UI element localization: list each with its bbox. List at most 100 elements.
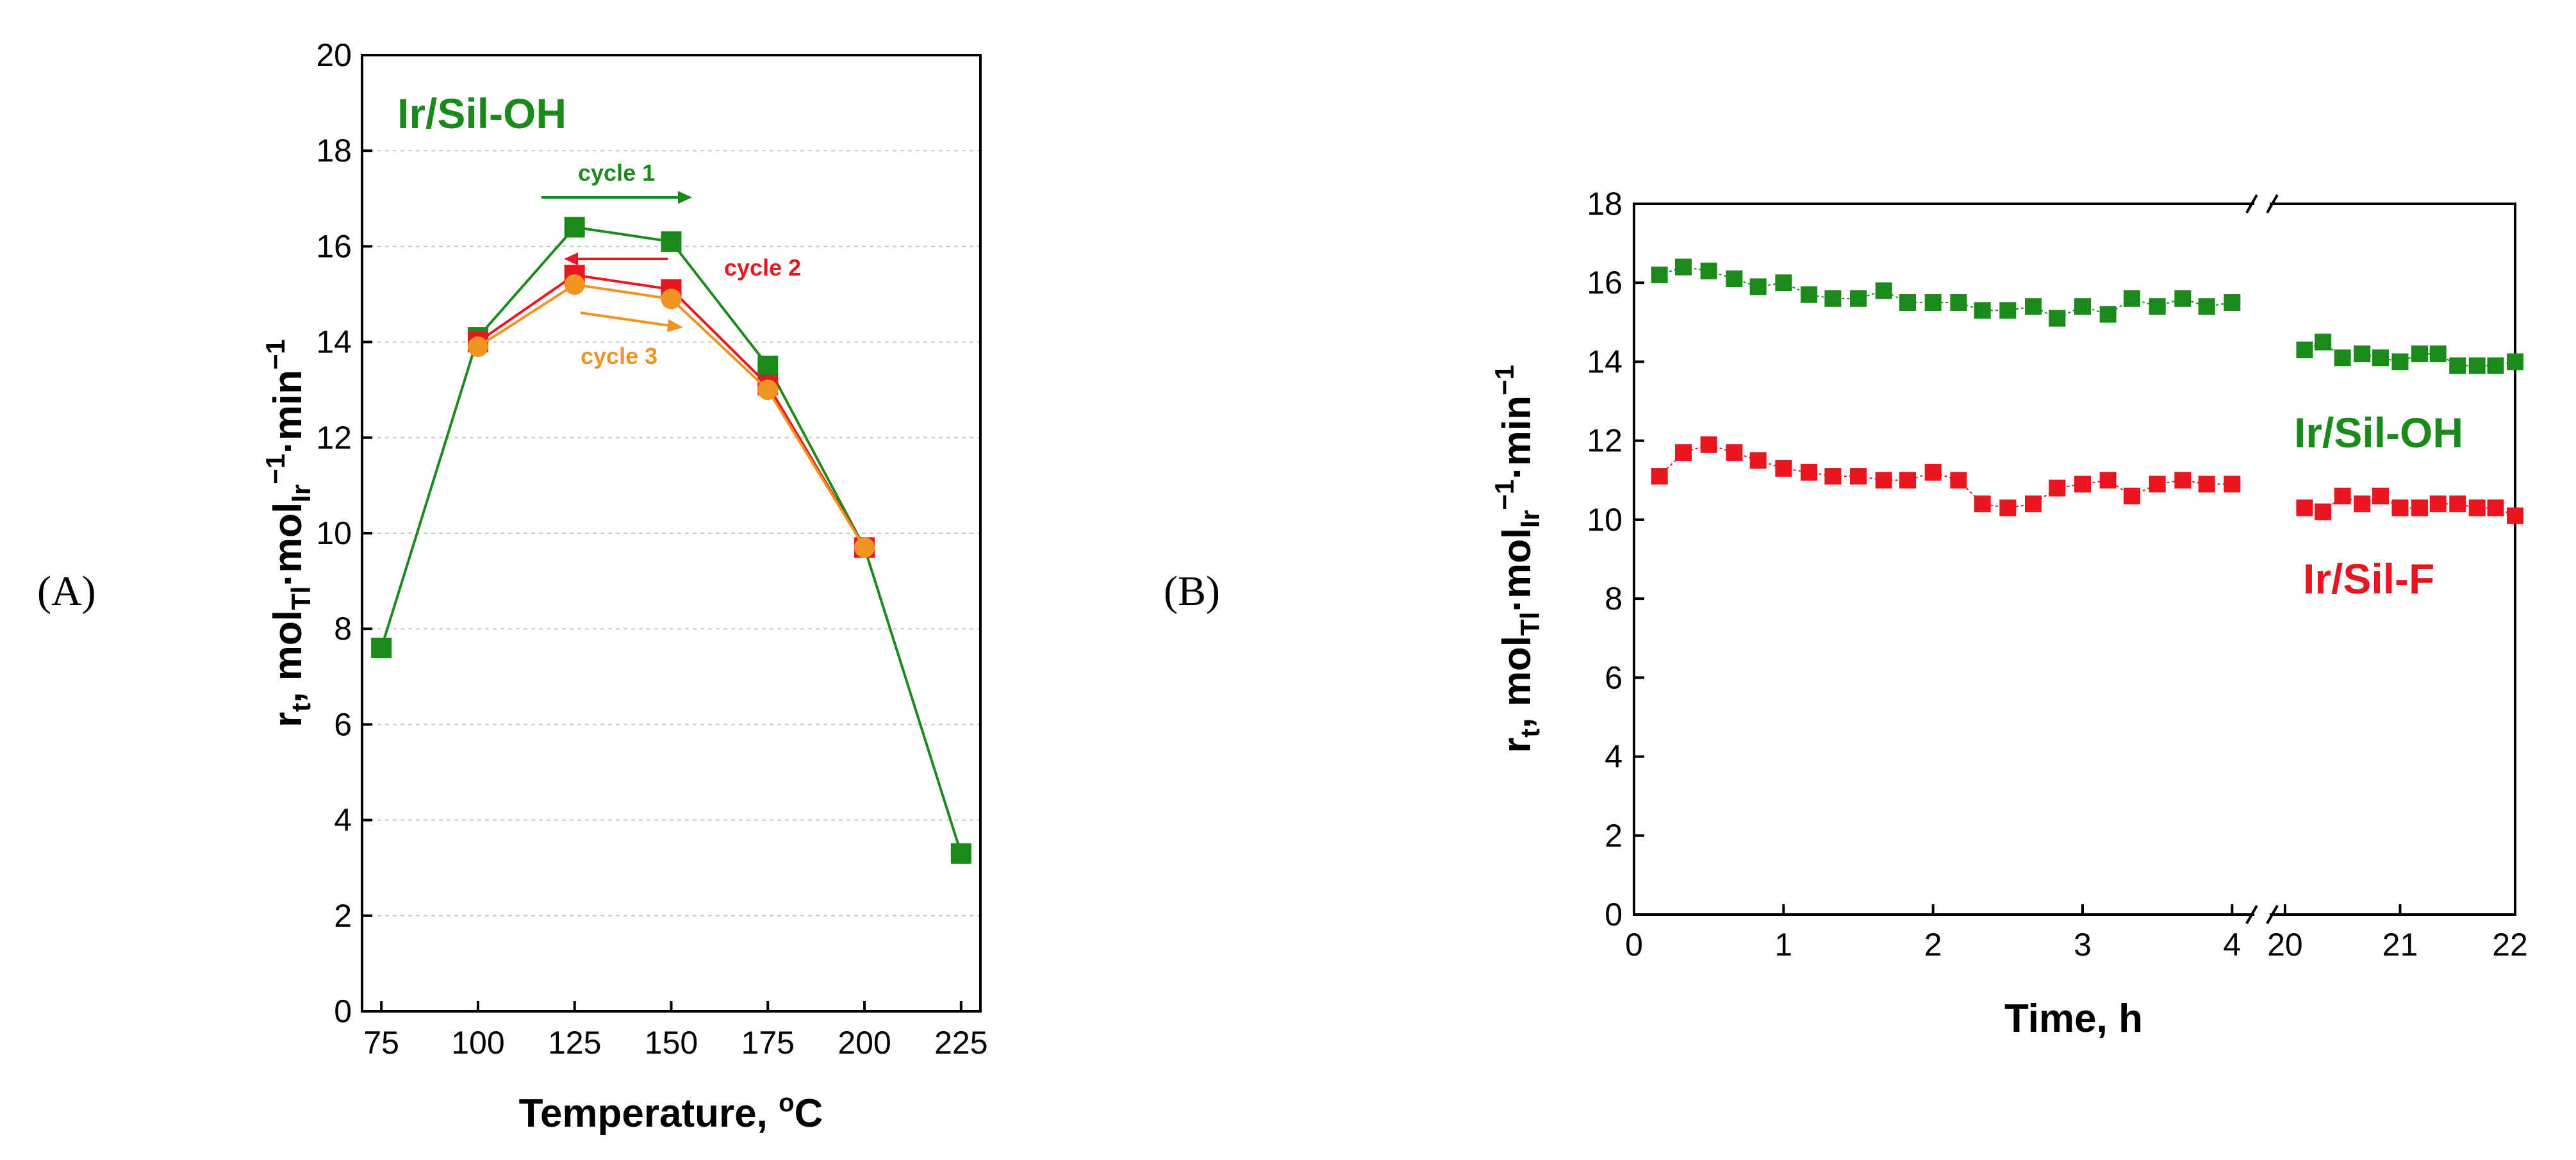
chart-a-y-tick-label: 14 [316,324,352,360]
chart-b-y-tick-label: 12 [1587,423,1622,459]
chart-b-data-point [2099,472,2117,489]
chart-b-series-ir-sil-oh [1651,258,2523,374]
chart-b-data-point [2074,476,2091,493]
chart-b-data-point [2296,341,2313,358]
chart-b-data-point [1850,468,1867,485]
chart-b-data-point [1850,290,1867,307]
chart-a-x-tick-label: 225 [934,1025,987,1061]
arrowhead-cycle-1 [678,191,692,204]
chart-b-data-point [1950,294,1967,311]
chart-b-data-point [2224,294,2241,311]
chart-a-data-point [854,537,875,558]
chart-b-x-tick-label: 21 [2382,927,2418,963]
chart-b-data-point [2391,499,2409,517]
chart-b-data-point [2074,298,2091,315]
chart-b-data-point [2429,495,2447,513]
chart-b-data-point [2487,357,2504,374]
chart-b-data-point [2507,507,2523,524]
chart-b-data-point [2124,487,2140,504]
chart-a-x-axis-title: Temperature, oC [519,1089,823,1136]
chart-b-x-tick-label: 0 [1625,927,1643,963]
chart-a-data-point [661,288,682,310]
chart-a-y-tick-label: 0 [334,993,352,1029]
chart-b-data-point [2391,353,2409,370]
chart-b-data-point [1824,290,1842,307]
chart-b-data-point [2372,349,2389,367]
chart-b-data-point [1700,262,1717,279]
chart-a-x-tick-label: 125 [548,1025,601,1061]
chart-b-data-point [2468,499,2486,517]
chart-b-y-axis-title: rt, molTl·molIr−1·min−1 [1489,365,1545,753]
chart-b-data-point [1801,463,1817,481]
chart-a-y-axis-title: rt, molTl·molIr−1·min−1 [260,339,316,727]
chart-a-y-tick-label: 6 [334,706,352,742]
chart-b-data-point [2174,472,2192,489]
chart-a-x-tick-label: 200 [838,1025,891,1061]
chart-a-x-tick-label: 75 [363,1025,399,1061]
chart-b-y-tick-label: 6 [1605,659,1622,695]
chart-b-y-tick-label: 16 [1587,265,1622,301]
chart-b-plot-frame [1633,203,2516,916]
chart-b-data-point [2296,499,2313,517]
chart-b-data-point [2149,476,2166,493]
chart-b-x-tick-label: 4 [2223,927,2241,963]
chart-b-label-ir-sil-oh: Ir/Sil-OH [2294,409,2463,456]
chart-b-data-point [1775,274,1792,292]
chart-a-y-tick-label: 10 [316,515,352,551]
chart-b-data-point [1726,444,1743,461]
chart-b-y-tick-label: 18 [1587,186,1622,222]
chart-b-data-point [1675,444,1692,461]
chart-b-data-point [2507,353,2523,370]
chart-b-data-point [2411,345,2428,363]
chart-b-y-tick-label: 14 [1587,344,1622,379]
chart-b-data-point [2174,290,2192,307]
chart-a-gridlines [362,150,980,916]
chart-b-data-point [1899,472,1916,489]
chart-b-data-point [1749,452,1767,469]
chart-b-data-point [1801,286,1817,303]
chart-b-data-point [2334,349,2351,367]
chart-a-data-point [950,843,971,864]
chart-b-data-point [1875,472,1892,489]
chart-b-data-point [2315,503,2332,520]
chart-b-data-point [1875,282,1892,299]
chart-a-data-point [564,217,585,238]
annotation-cycle-2: cycle 2 [724,254,801,281]
chart-b-data-point [1700,436,1717,453]
annotation-cycle-3: cycle 3 [581,343,657,369]
chart-b-data-point [2124,290,2140,307]
panel-label-b: (B) [1164,568,1220,615]
chart-b-data-point [2198,298,2215,315]
chart-b-data-point [1999,302,2017,319]
chart-b-data-point [2449,357,2466,374]
chart-b-x-tick-label: 2 [1924,927,1942,963]
chart-b-x-tick-label: 22 [2492,927,2528,963]
chart-b-data-point [1999,499,2017,517]
chart-b-data-point [2049,479,2066,497]
chart-a: 0 2 4 6 8 10 12 14 16 18 20 75 100 125 150 175 200 225 Ir… [260,37,988,1136]
chart-b-data-point [1651,468,1668,485]
chart-a-x-tick-label: 150 [645,1025,698,1061]
chart-b-data-point [1974,495,1991,513]
chart-b-y-tick-label: 2 [1605,818,1622,854]
chart-b-break-mark-top-left [2245,194,2258,213]
chart-b-data-point [1651,266,1668,283]
chart-a-y-tick-label: 18 [316,133,352,169]
chart-a-y-tick-label: 20 [316,37,352,73]
chart-a-data-point [564,274,585,295]
chart-b-data-point [2099,306,2117,323]
chart-b-y-tick-label: 4 [1605,739,1622,775]
chart-b-data-point [1924,463,1942,481]
chart-b-break-mark-top-right [2266,194,2279,213]
chart-a-ticks: 0 2 4 6 8 10 12 14 16 18 20 75 100 125 150 175 200 225 [316,37,987,1061]
chart-b-series-ir-sil-f [1651,436,2523,524]
arrowhead-cycle-3 [667,319,683,332]
chart-a-x-tick-label: 100 [451,1025,504,1061]
chart-b-data-point [2468,357,2486,374]
chart-a-data-point [467,336,488,358]
panel-label-a: (A) [37,568,96,615]
chart-b-x-tick-label: 20 [2267,927,2303,963]
chart-b-data-point [2198,476,2215,493]
chart-a-y-tick-label: 8 [334,611,352,647]
